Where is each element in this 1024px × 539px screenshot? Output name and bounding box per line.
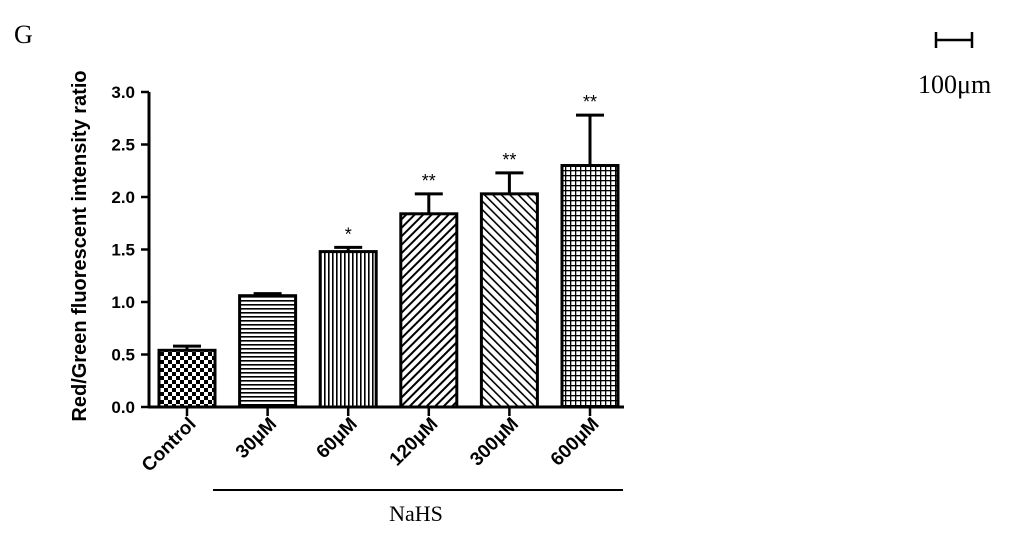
bar — [238, 294, 298, 409]
bar — [399, 212, 459, 409]
y-axis-label: Red/Green fluorescent intensity ratio — [69, 70, 91, 421]
x-tick-label: 120μM — [386, 414, 443, 471]
significance-marker: ** — [583, 92, 597, 112]
x-tick-label: 600μM — [547, 414, 604, 471]
y-tick-label: 1.0 — [111, 293, 135, 312]
bar-group — [157, 344, 217, 409]
bar-group: ** — [560, 92, 620, 409]
bar — [318, 250, 378, 409]
bar — [479, 192, 539, 409]
significance-marker: * — [345, 224, 352, 244]
bar-group — [238, 292, 298, 409]
x-tick-label: 300μM — [466, 414, 523, 471]
y-tick-label: 1.5 — [111, 241, 135, 260]
y-tick-label: 0.0 — [111, 398, 135, 417]
scale-bar-label: 100μm — [918, 70, 991, 99]
panel-label: G — [14, 20, 33, 49]
x-tick-label: 60μM — [313, 414, 362, 463]
bar — [560, 164, 620, 409]
y-tick-label: 3.0 — [111, 83, 135, 102]
bar-group: * — [318, 224, 378, 409]
group-label: NaHS — [389, 501, 443, 526]
bar — [157, 348, 217, 409]
scale-bar — [934, 32, 974, 48]
bar-group: ** — [479, 150, 539, 409]
significance-marker: ** — [422, 171, 436, 191]
x-tick-labels: Control 30μM 60μM 120μM 300μM 600μM — [138, 407, 604, 476]
y-tick-label: 0.5 — [111, 346, 135, 365]
y-tick-label: 2.5 — [111, 136, 135, 155]
x-tick-label: 30μM — [232, 414, 281, 463]
y-ticks: 0.0 0.5 1.0 1.5 2.0 2.5 3.0 — [111, 83, 149, 417]
x-tick-label: Control — [138, 414, 201, 477]
y-tick-label: 2.0 — [111, 188, 135, 207]
bar-group: ** — [399, 171, 459, 409]
significance-marker: ** — [502, 150, 516, 170]
bars: ******* — [157, 92, 620, 409]
